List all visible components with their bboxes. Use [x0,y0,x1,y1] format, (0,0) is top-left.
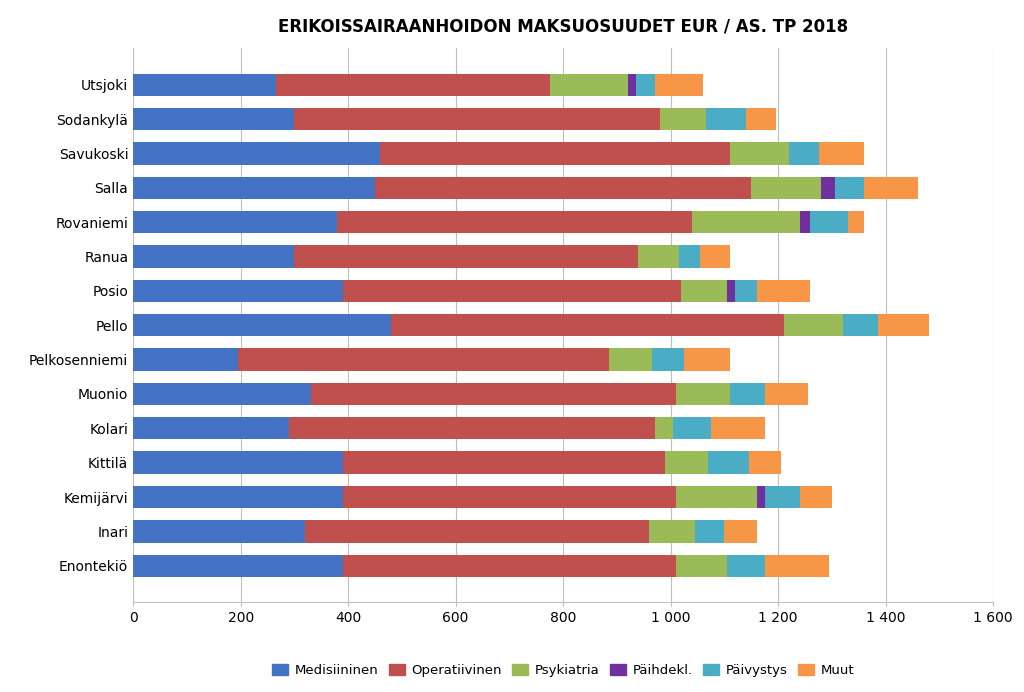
Bar [800,486,831,508]
Bar [649,520,695,543]
Bar [133,246,295,268]
Bar [343,280,682,302]
Bar [305,520,649,543]
Bar [848,211,864,233]
Bar [133,417,289,439]
Bar [811,211,848,233]
Bar [338,211,692,233]
Bar [765,486,800,508]
Bar [659,108,706,130]
Bar [727,554,765,577]
Bar [310,383,676,405]
Bar [133,73,275,96]
Bar [730,143,788,165]
Bar [133,520,305,543]
Bar [684,349,730,371]
Bar [835,176,864,199]
Bar [133,211,338,233]
Bar [745,108,775,130]
Bar [725,520,757,543]
Title: ERIKOISSAIRAANHOIDON MAKSUOSUUDET EUR / AS. TP 2018: ERIKOISSAIRAANHOIDON MAKSUOSUUDET EUR / … [279,18,848,36]
Bar [757,486,765,508]
Bar [133,554,343,577]
Bar [765,554,829,577]
Bar [375,176,752,199]
Bar [133,486,343,508]
Bar [289,417,654,439]
Bar [800,211,810,233]
Bar [238,349,609,371]
Bar [343,486,676,508]
Bar [709,451,749,474]
Bar [735,280,757,302]
Bar [275,73,550,96]
Bar [878,314,929,336]
Bar [550,73,628,96]
Bar [676,383,730,405]
Bar [727,280,735,302]
Bar [652,349,684,371]
Bar [783,314,843,336]
Bar [843,314,878,336]
Bar [757,280,811,302]
Bar [295,108,659,130]
Bar [711,417,765,439]
Bar [818,143,864,165]
Bar [666,451,709,474]
Bar [679,246,700,268]
Bar [609,349,652,371]
Bar [676,486,757,508]
Bar [700,246,730,268]
Bar [864,176,918,199]
Bar [821,176,835,199]
Bar [381,143,730,165]
Bar [654,73,702,96]
Bar [749,451,781,474]
Bar [706,108,745,130]
Bar [133,108,295,130]
Bar [654,417,674,439]
Bar [674,417,711,439]
Bar [133,143,381,165]
Bar [133,383,310,405]
Bar [682,280,727,302]
Bar [343,451,666,474]
Bar [133,349,238,371]
Legend: Medisiininen, Operatiivinen, Psykiatria, Päihdekl., Päivystys, Muut: Medisiininen, Operatiivinen, Psykiatria,… [267,659,859,682]
Bar [676,554,727,577]
Bar [636,73,654,96]
Bar [788,143,818,165]
Bar [628,73,636,96]
Bar [752,176,821,199]
Bar [639,246,679,268]
Bar [133,314,391,336]
Bar [295,246,639,268]
Bar [391,314,783,336]
Bar [133,280,343,302]
Bar [133,176,375,199]
Bar [133,451,343,474]
Bar [730,383,765,405]
Bar [343,554,676,577]
Bar [692,211,800,233]
Bar [765,383,808,405]
Bar [695,520,724,543]
